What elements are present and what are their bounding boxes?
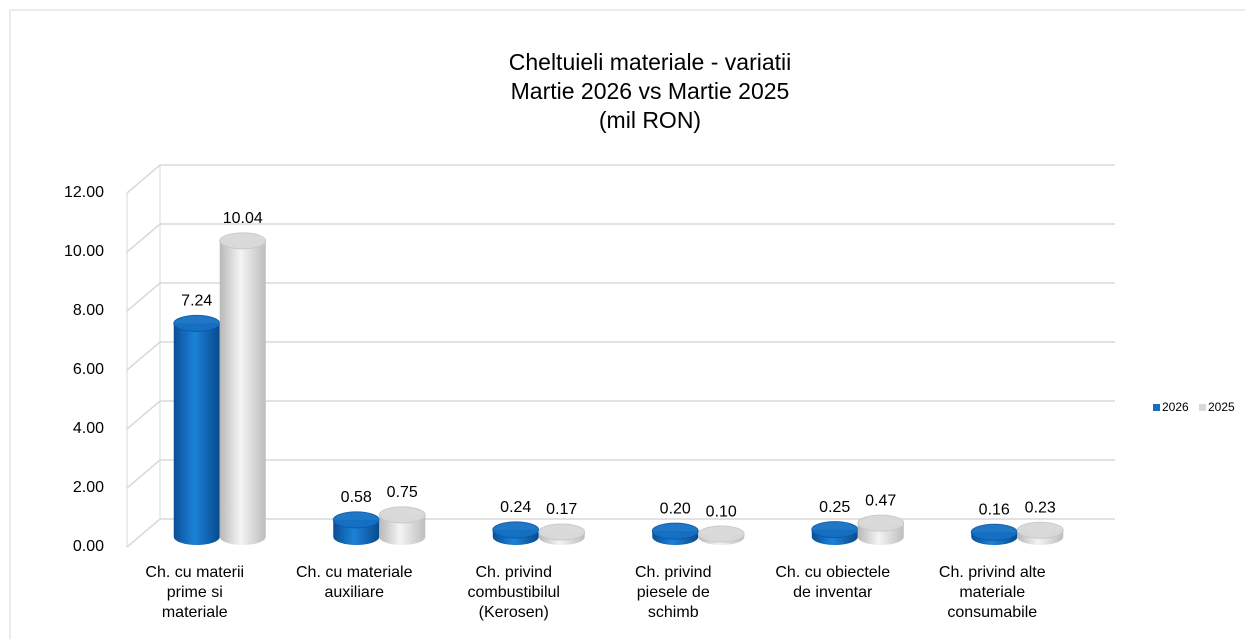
bar-top bbox=[651, 522, 699, 540]
x-tick-label: Ch. cu materiale auxiliare bbox=[296, 564, 413, 601]
value-label: 0.75 bbox=[387, 484, 418, 501]
bar bbox=[379, 514, 426, 545]
bar-top bbox=[857, 514, 905, 532]
grid-line bbox=[126, 459, 1115, 489]
bar-top bbox=[970, 523, 1018, 541]
bar-top bbox=[219, 232, 267, 250]
value-label: 0.20 bbox=[660, 500, 691, 517]
bar-top bbox=[538, 523, 586, 541]
value-label: 0.58 bbox=[341, 489, 372, 506]
legend-swatch bbox=[1199, 404, 1206, 411]
bar bbox=[219, 240, 266, 545]
grid-line bbox=[126, 341, 1115, 371]
value-label: 7.24 bbox=[181, 293, 212, 310]
value-label: 0.17 bbox=[546, 501, 577, 518]
grid-line bbox=[126, 164, 1115, 194]
x-tick-label: Ch. privind piesele de schimb bbox=[635, 564, 712, 621]
value-label: 0.24 bbox=[500, 499, 531, 516]
grid-line bbox=[126, 223, 1115, 253]
y-tick-label: 0.00 bbox=[73, 538, 104, 555]
bar-top bbox=[492, 521, 540, 539]
y-tick-label: 2.00 bbox=[73, 479, 104, 496]
y-tick-label: 8.00 bbox=[73, 302, 104, 319]
value-label: 0.10 bbox=[706, 503, 737, 520]
y-tick-label: 4.00 bbox=[73, 420, 104, 437]
x-tick-label: Ch. cu materii prime si materiale bbox=[145, 564, 245, 621]
chart-border bbox=[9, 9, 1245, 639]
bar-top bbox=[697, 525, 745, 543]
value-label: 10.04 bbox=[223, 210, 263, 227]
bar-top bbox=[173, 314, 221, 332]
grid-line bbox=[126, 400, 1115, 430]
y-tick-label: 12.00 bbox=[64, 184, 104, 201]
chart-title: Cheltuieli materiale - variatii Martie 2… bbox=[508, 49, 792, 133]
value-label: 0.23 bbox=[1025, 499, 1056, 516]
value-label: 0.25 bbox=[819, 499, 850, 516]
legend-swatch bbox=[1153, 404, 1160, 411]
x-tick-label: Ch. privind combustibilul (Kerosen) bbox=[467, 564, 560, 621]
bar-top bbox=[1016, 521, 1064, 539]
bar-top bbox=[811, 521, 859, 539]
y-tick-label: 10.00 bbox=[64, 243, 104, 260]
grid-line bbox=[126, 518, 1115, 548]
x-tick-label: Ch. privind alte materiale consumabile bbox=[938, 564, 1046, 621]
legend-label: 2026 bbox=[1162, 400, 1189, 414]
y-tick-label: 6.00 bbox=[73, 361, 104, 378]
bar-top bbox=[332, 511, 380, 529]
value-label: 0.16 bbox=[979, 501, 1010, 518]
grid-line bbox=[126, 282, 1115, 312]
x-tick-label: Ch. cu obiectele de inventar bbox=[775, 564, 891, 601]
bar-top bbox=[378, 506, 426, 524]
bar bbox=[173, 323, 220, 545]
legend-label: 2025 bbox=[1208, 400, 1235, 414]
value-label: 0.47 bbox=[865, 492, 896, 509]
